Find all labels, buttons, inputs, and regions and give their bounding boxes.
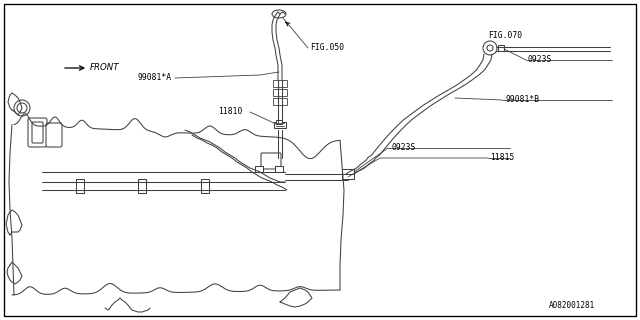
FancyBboxPatch shape — [261, 153, 281, 169]
Text: FRONT: FRONT — [90, 63, 120, 73]
Bar — [276, 120, 282, 124]
Bar — [274, 122, 286, 128]
Bar — [201, 179, 209, 193]
Text: 0923S: 0923S — [528, 55, 552, 65]
FancyBboxPatch shape — [28, 118, 47, 147]
FancyBboxPatch shape — [46, 123, 62, 147]
Bar — [273, 80, 287, 87]
Bar — [498, 45, 504, 51]
Bar — [255, 166, 263, 172]
Bar — [273, 89, 287, 96]
Text: 11815: 11815 — [490, 154, 515, 163]
Bar — [275, 166, 283, 172]
FancyBboxPatch shape — [32, 122, 43, 143]
Bar — [76, 179, 84, 193]
Text: A082001281: A082001281 — [548, 300, 595, 309]
Bar — [342, 169, 354, 179]
Text: FIG.050: FIG.050 — [310, 44, 344, 52]
Text: 0923S: 0923S — [392, 143, 417, 153]
Text: 11810: 11810 — [218, 108, 242, 116]
Text: FIG.070: FIG.070 — [488, 31, 522, 41]
Bar — [138, 179, 146, 193]
Bar — [273, 98, 287, 105]
Text: 99081*A: 99081*A — [138, 74, 172, 83]
Text: 99081*B: 99081*B — [505, 95, 539, 105]
